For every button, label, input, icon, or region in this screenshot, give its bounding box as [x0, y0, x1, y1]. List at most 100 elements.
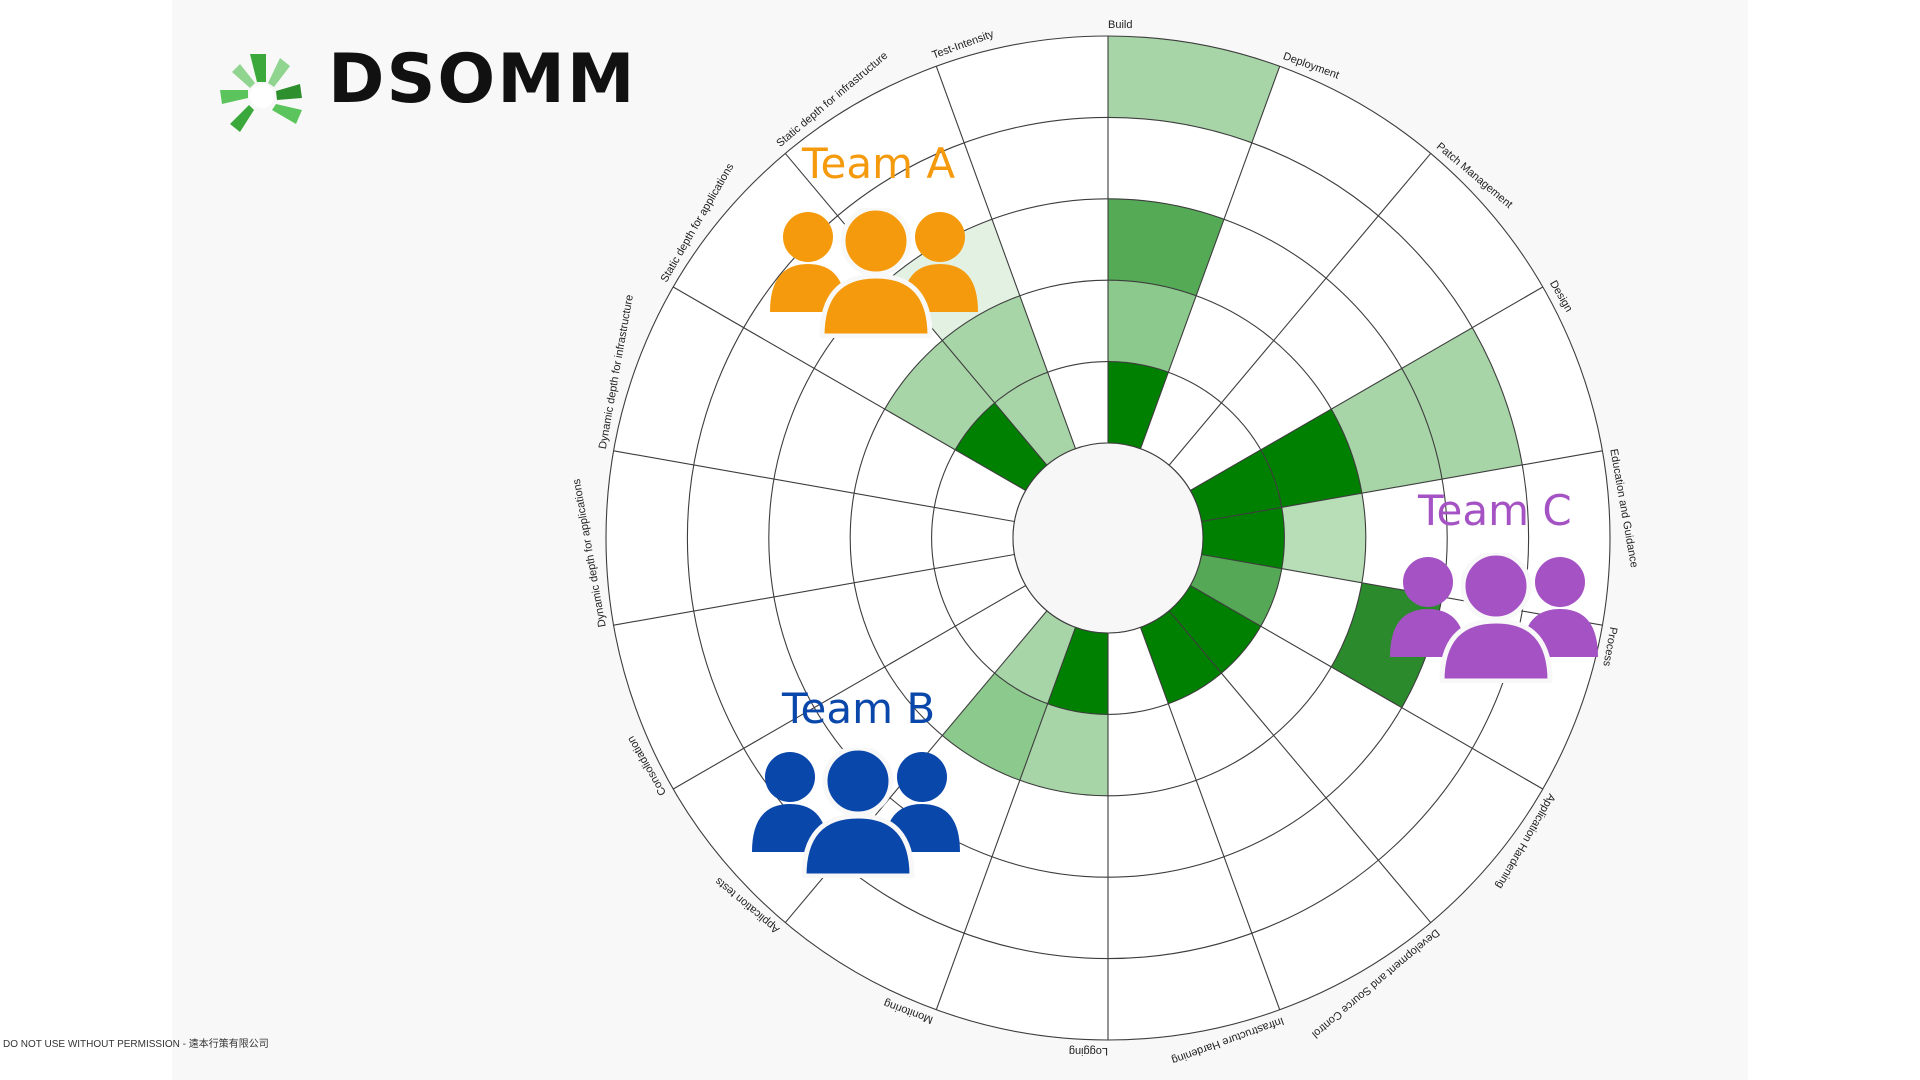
cell-monitoring-level-2 [942, 673, 1048, 781]
cell-development-and-source-control-level-5 [1251, 860, 1431, 1010]
team-c-icon [1390, 553, 1598, 683]
cell-application-tests-level-1 [955, 585, 1047, 674]
dsomm-logo-icon [220, 54, 302, 132]
cell-design-level-1 [1190, 449, 1282, 522]
cell-education-and-guidance-level-2 [1281, 493, 1366, 583]
cell-application-tests-level-2 [884, 626, 995, 736]
cell-application-hardening-level-1 [1169, 585, 1261, 674]
cell-consolidation-level-4 [693, 596, 815, 749]
cell-development-and-source-control-level-4 [1224, 797, 1379, 934]
cell-logging-level-1 [1047, 627, 1108, 715]
cell-dynamic-depth-for-infrastructure-level-3 [773, 368, 885, 494]
spoke-13 [613, 553, 1015, 626]
spoke-12 [672, 585, 1027, 790]
team-a-label: Team A [802, 139, 956, 188]
cell-education-and-guidance-level-1 [1201, 507, 1285, 569]
cell-consolidation-level-3 [773, 582, 885, 708]
cell-application-hardening-level-2 [1221, 626, 1332, 736]
spoke-6 [1189, 585, 1544, 790]
cell-infrastructure-hardening-level-3 [1108, 780, 1225, 878]
spoke-4 [1201, 450, 1603, 523]
cell-dynamic-depth-for-applications-level-3 [768, 479, 855, 597]
spoke-7 [1168, 610, 1432, 923]
cell-test-intensity-level-4 [964, 117, 1108, 220]
cell-dynamic-depth-for-infrastructure-level-4 [693, 327, 815, 480]
cell-patch-management-level-3 [1273, 278, 1402, 410]
cell-build-level-1 [1108, 361, 1169, 449]
category-label-build: Build [1108, 19, 1132, 31]
cell-infrastructure-hardening-level-1 [1108, 627, 1169, 715]
cell-deployment-level-2 [1168, 295, 1274, 403]
cell-patch-management-level-5 [1378, 153, 1543, 328]
spoke-15 [672, 286, 1027, 491]
cell-static-depth-for-applications-level-2 [884, 340, 995, 450]
cell-monitoring-level-5 [785, 860, 965, 1010]
cell-deployment-level-4 [1224, 142, 1379, 279]
cell-dynamic-depth-for-applications-level-1 [931, 507, 1015, 569]
brand-name: DSOMM [328, 40, 637, 119]
cell-test-intensity-level-5 [936, 36, 1108, 143]
cell-consolidation-level-5 [613, 611, 744, 789]
cell-design-level-3 [1331, 368, 1443, 494]
team-b-icon [752, 748, 960, 878]
cell-infrastructure-hardening-level-2 [1108, 703, 1197, 796]
cell-test-intensity-level-2 [1019, 280, 1108, 373]
cell-application-hardening-level-3 [1273, 666, 1402, 798]
cell-deployment-level-3 [1196, 219, 1327, 341]
spoke-3 [1189, 286, 1544, 491]
cell-static-depth-for-infrastructure-level-2 [942, 295, 1048, 403]
cell-patch-management-level-2 [1221, 340, 1332, 450]
cell-static-depth-for-applications-level-5 [673, 153, 838, 328]
cell-application-hardening-level-5 [1378, 748, 1543, 923]
cell-build-level-3 [1108, 198, 1225, 296]
cell-static-depth-for-infrastructure-level-5 [785, 66, 965, 216]
cell-patch-management-level-4 [1326, 215, 1473, 369]
cell-patch-management-level-1 [1169, 402, 1261, 491]
cell-dynamic-depth-for-applications-level-5 [606, 450, 694, 626]
spoke-5 [1201, 553, 1603, 626]
cell-design-level-4 [1401, 327, 1523, 480]
spoke-1 [1139, 66, 1281, 449]
copyright-footer: DO NOT USE WITHOUT PERMISSION - 遠本行策有限公司 [3, 1039, 269, 1050]
cell-test-intensity-level-1 [1047, 361, 1108, 449]
cell-design-level-5 [1472, 287, 1603, 465]
spoke-8 [1139, 627, 1281, 1010]
cell-dynamic-depth-for-applications-level-4 [687, 464, 774, 612]
cell-infrastructure-hardening-level-5 [1108, 933, 1280, 1040]
cell-logging-level-2 [1019, 703, 1108, 796]
cell-consolidation-level-1 [934, 554, 1026, 627]
cell-monitoring-level-1 [994, 610, 1076, 704]
cell-application-hardening-level-4 [1326, 707, 1473, 861]
cell-build-level-4 [1108, 117, 1252, 220]
cell-process-level-2 [1260, 568, 1362, 667]
cell-consolidation-level-2 [854, 568, 956, 667]
cell-deployment-level-5 [1251, 66, 1431, 216]
spoke-14 [613, 450, 1015, 523]
cell-static-depth-for-applications-level-1 [955, 402, 1047, 491]
cell-test-intensity-level-3 [991, 198, 1108, 296]
cell-dynamic-depth-for-infrastructure-level-1 [934, 449, 1026, 522]
team-a-icon [770, 208, 978, 338]
team-c-label: Team C [1418, 486, 1572, 535]
radar-hub [1012, 442, 1204, 634]
cell-dynamic-depth-for-applications-level-2 [850, 493, 935, 583]
cell-deployment-level-1 [1140, 372, 1222, 466]
cell-static-depth-for-infrastructure-level-1 [994, 372, 1076, 466]
spoke-10 [935, 627, 1077, 1010]
team-b-label: Team B [782, 684, 936, 733]
cell-dynamic-depth-for-infrastructure-level-5 [613, 287, 744, 465]
cell-development-and-source-control-level-3 [1196, 735, 1327, 857]
cell-dynamic-depth-for-infrastructure-level-2 [854, 409, 956, 508]
category-label-education-and-guidance: Education and Guidance [1607, 448, 1640, 569]
category-label-dynamic-depth-for-applications: Dynamic depth for applications [571, 477, 609, 628]
category-label-logging: Logging [1069, 1045, 1108, 1057]
cell-infrastructure-hardening-level-4 [1108, 856, 1252, 959]
cell-build-level-5 [1108, 36, 1280, 143]
spoke-2 [1168, 153, 1432, 466]
cell-build-level-2 [1108, 280, 1197, 373]
cell-logging-level-5 [936, 933, 1108, 1040]
cell-logging-level-3 [991, 780, 1108, 878]
spoke-17 [935, 66, 1077, 449]
cell-development-and-source-control-level-2 [1168, 673, 1274, 781]
